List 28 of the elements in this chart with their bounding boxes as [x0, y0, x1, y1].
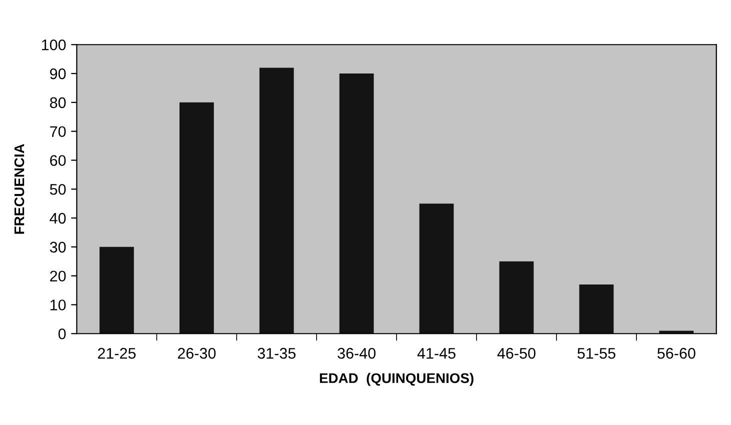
y-tick-label: 50	[50, 184, 66, 195]
y-tick-label: 70	[50, 126, 66, 138]
bar	[419, 204, 454, 334]
x-tick-label: 46-50	[497, 348, 536, 359]
y-tick-label: 100	[42, 39, 66, 50]
bar	[579, 284, 614, 334]
y-tick-label: 60	[50, 155, 66, 166]
bar	[339, 74, 374, 334]
x-tick-label: 41-45	[417, 348, 456, 359]
x-tick-label: 31-35	[258, 348, 296, 359]
bar	[100, 246, 134, 334]
y-tick-label: 10	[50, 300, 66, 310]
y-tick-label: 0	[58, 328, 66, 340]
x-axis-title: EDAD (QUINQUENIOS)	[320, 372, 474, 386]
x-tick-label: 56-60	[657, 348, 696, 359]
y-tick-label: 30	[50, 242, 66, 253]
bar	[259, 68, 294, 334]
x-tick-label: 26-30	[178, 348, 216, 359]
x-tick-label: 21-25	[98, 348, 136, 359]
bar	[499, 261, 534, 334]
x-tick-label: 51-55	[578, 348, 616, 359]
y-tick-label: 40	[50, 212, 66, 224]
y-tick-label: 20	[50, 270, 66, 282]
bar	[179, 102, 214, 334]
x-tick-label: 36-40	[338, 348, 376, 359]
y-tick-label: 90	[50, 68, 66, 80]
y-axis-title: FRECUENCIA	[14, 144, 24, 234]
y-tick-label: 80	[50, 97, 66, 108]
